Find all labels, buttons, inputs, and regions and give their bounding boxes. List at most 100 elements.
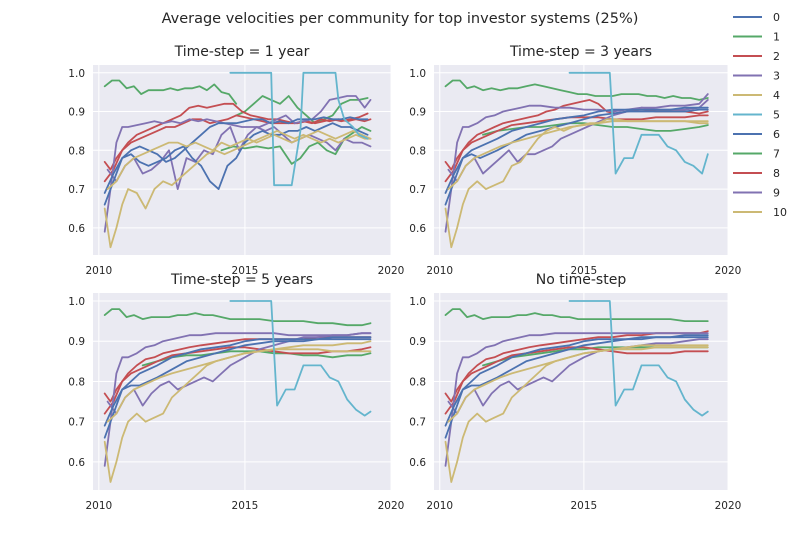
x-tick-label: 2020 bbox=[378, 500, 405, 512]
y-tick-label: 0.7 bbox=[409, 417, 426, 429]
legend-item: 0 bbox=[733, 11, 780, 24]
series-line bbox=[447, 120, 709, 191]
series-line bbox=[220, 126, 372, 165]
legend-item: 7 bbox=[733, 148, 780, 161]
subplot-title: Time-step = 5 years bbox=[170, 272, 313, 288]
legend-label: 6 bbox=[773, 128, 780, 141]
legend-label: 5 bbox=[773, 109, 780, 122]
series-line bbox=[103, 308, 372, 327]
y-tick-label: 0.9 bbox=[68, 336, 85, 348]
x-tick-label: 2010 bbox=[85, 265, 112, 277]
series-line bbox=[103, 129, 372, 249]
subplot-4: 0.6 0.7 0.8 0.9 1.0 2010 2015 2020 No time-step bbox=[409, 272, 741, 512]
series-line bbox=[103, 95, 372, 233]
legend: 0 1 2 3 4 5 6 7 8 9 10 bbox=[733, 11, 787, 219]
subplot-title: No time-step bbox=[536, 272, 627, 288]
plot-area bbox=[434, 293, 728, 490]
y-tick-label: 0.7 bbox=[68, 184, 85, 196]
y-tick-label: 1.0 bbox=[68, 68, 85, 80]
subplot-3: 0.6 0.7 0.8 0.9 1.0 2010 2015 2020 Time-step = 5… bbox=[68, 272, 404, 512]
x-tick-label: 2010 bbox=[426, 500, 453, 512]
x-tick-label: 2015 bbox=[571, 500, 598, 512]
subplot-2: 0.6 0.7 0.8 0.9 1.0 2010 2015 2020 Time-step = 3… bbox=[409, 44, 741, 277]
legend-item: 2 bbox=[733, 50, 780, 63]
legend-label: 2 bbox=[773, 50, 780, 63]
series-line bbox=[103, 338, 372, 427]
x-tick-label: 2010 bbox=[85, 500, 112, 512]
series-line bbox=[106, 340, 372, 423]
series-line bbox=[229, 71, 369, 187]
legend-item: 6 bbox=[733, 128, 780, 141]
subplot-title: Time-step = 1 year bbox=[174, 44, 310, 60]
x-tick-label: 2020 bbox=[715, 265, 742, 277]
y-tick-label: 1.0 bbox=[409, 68, 426, 80]
figure-title: Average velocities per community for top… bbox=[162, 11, 639, 27]
series-line bbox=[568, 71, 709, 175]
y-tick-label: 0.6 bbox=[409, 223, 426, 235]
series-line bbox=[568, 300, 709, 417]
legend-label: 4 bbox=[773, 89, 780, 102]
legend-label: 1 bbox=[773, 31, 780, 44]
x-tick-label: 2015 bbox=[571, 265, 598, 277]
legend-label: 8 bbox=[773, 167, 780, 180]
series-line bbox=[444, 106, 709, 206]
series-line bbox=[103, 348, 372, 483]
y-tick-label: 0.9 bbox=[68, 107, 85, 119]
series-line bbox=[103, 116, 369, 206]
series-line bbox=[103, 346, 372, 415]
legend-label: 7 bbox=[773, 148, 780, 161]
series-line bbox=[106, 129, 372, 191]
series-group bbox=[103, 71, 372, 249]
subplots: 0.6 0.7 0.8 0.9 1.0 2010 2015 2020 Time-step = 1… bbox=[68, 44, 741, 512]
y-tick-label: 1.0 bbox=[68, 296, 85, 308]
y-tick-label: 0.7 bbox=[68, 417, 85, 429]
series-line bbox=[444, 332, 709, 467]
y-tick-label: 0.8 bbox=[68, 376, 85, 388]
series-line bbox=[444, 308, 709, 323]
y-tick-label: 0.9 bbox=[409, 336, 426, 348]
x-tick-label: 2010 bbox=[426, 265, 453, 277]
y-tick-label: 0.7 bbox=[409, 184, 426, 196]
series-group bbox=[444, 71, 709, 249]
y-tick-label: 0.6 bbox=[409, 457, 426, 469]
legend-label: 9 bbox=[773, 187, 780, 200]
series-line bbox=[447, 338, 709, 415]
series-line bbox=[444, 346, 709, 415]
legend-item: 5 bbox=[733, 109, 780, 122]
legend-item: 8 bbox=[733, 167, 780, 180]
series-line bbox=[229, 300, 372, 417]
x-tick-label: 2015 bbox=[232, 500, 259, 512]
x-tick-label: 2020 bbox=[715, 500, 742, 512]
y-tick-label: 1.0 bbox=[409, 296, 426, 308]
series-line bbox=[103, 336, 372, 439]
plot-area bbox=[93, 293, 391, 490]
series-line bbox=[444, 93, 709, 233]
series-line bbox=[444, 346, 709, 483]
y-tick-label: 0.6 bbox=[68, 223, 85, 235]
legend-label: 0 bbox=[773, 11, 780, 24]
y-tick-label: 0.8 bbox=[68, 145, 85, 157]
series-line bbox=[106, 126, 372, 191]
y-tick-label: 0.8 bbox=[409, 145, 426, 157]
legend-item: 1 bbox=[733, 31, 780, 44]
series-line bbox=[444, 336, 709, 427]
series-line bbox=[103, 332, 372, 467]
series-line bbox=[103, 112, 369, 183]
series-line bbox=[444, 79, 709, 101]
subplot-title: Time-step = 3 years bbox=[509, 44, 652, 60]
y-tick-label: 0.6 bbox=[68, 457, 85, 469]
legend-item: 10 bbox=[733, 206, 787, 219]
y-tick-label: 0.9 bbox=[409, 107, 426, 119]
x-tick-label: 2020 bbox=[378, 265, 405, 277]
legend-item: 4 bbox=[733, 89, 780, 102]
series-group bbox=[444, 300, 709, 483]
series-line bbox=[103, 122, 369, 194]
legend-label: 10 bbox=[773, 206, 787, 219]
legend-item: 9 bbox=[733, 187, 780, 200]
series-line bbox=[106, 332, 372, 415]
series-line bbox=[103, 79, 238, 105]
series-line bbox=[444, 108, 709, 194]
series-line bbox=[447, 344, 709, 423]
